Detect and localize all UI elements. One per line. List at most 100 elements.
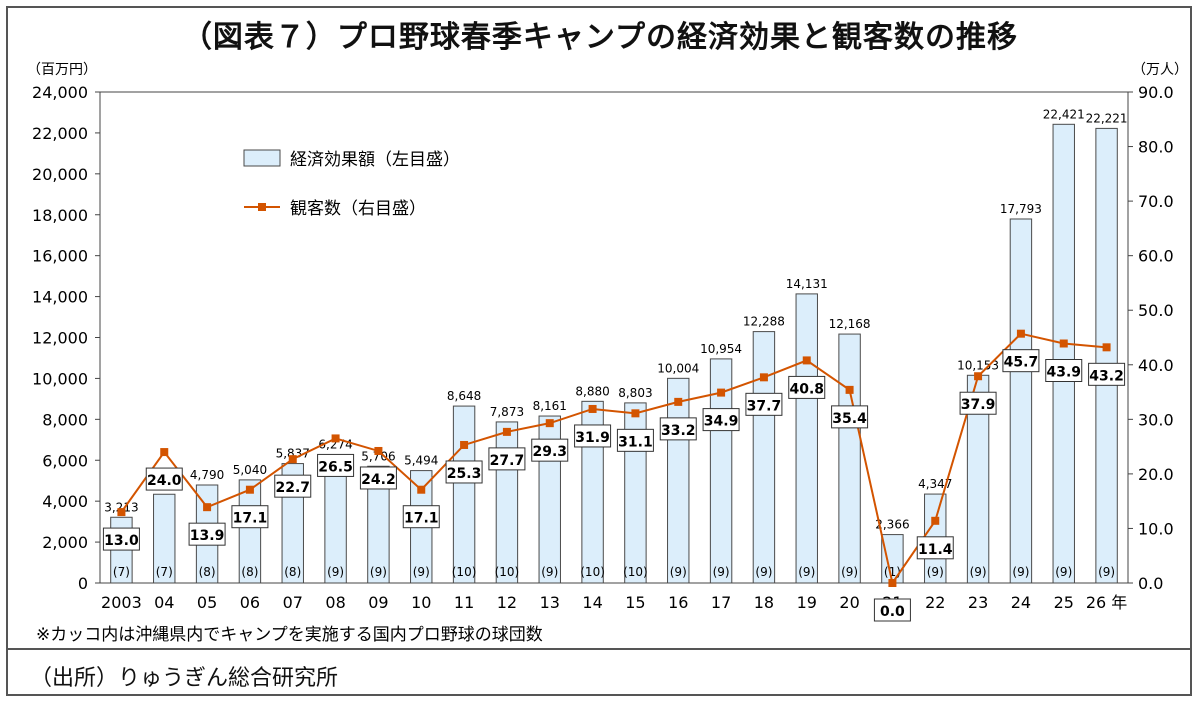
right-tick-label: 70.0 bbox=[1138, 192, 1174, 211]
attendance-label-box bbox=[745, 392, 783, 416]
team-count-label: (9) bbox=[970, 565, 987, 579]
bar-value-label: 4,347 bbox=[918, 477, 952, 491]
attendance-label-box bbox=[102, 527, 140, 551]
team-count-label: (9) bbox=[541, 565, 558, 579]
attendance-label-box bbox=[616, 428, 654, 452]
x-tick-label: 22 bbox=[925, 593, 945, 612]
attendance-marker bbox=[1016, 329, 1025, 338]
right-tick-label: 20.0 bbox=[1138, 465, 1174, 484]
attendance-marker bbox=[1102, 343, 1111, 352]
team-count-label: (9) bbox=[927, 565, 944, 579]
attendance-value-label: 35.4 bbox=[832, 411, 867, 427]
team-count-label: (9) bbox=[755, 565, 772, 579]
attendance-marker bbox=[802, 356, 811, 365]
x-tick-label: 15 bbox=[625, 593, 645, 612]
right-axis-unit: （万人） bbox=[1132, 62, 1188, 78]
attendance-label-box bbox=[873, 598, 911, 622]
legend-bar-label: 経済効果額（左目盛） bbox=[290, 150, 460, 170]
left-tick-label: 12,000 bbox=[32, 329, 88, 348]
attendance-marker bbox=[160, 448, 169, 457]
bar-value-label: 4,790 bbox=[190, 468, 224, 482]
attendance-label-box bbox=[1002, 349, 1040, 373]
bar-value-label: 3,213 bbox=[104, 500, 138, 514]
team-count-label: (8) bbox=[284, 565, 301, 579]
attendance-label-box bbox=[359, 466, 397, 490]
x-tick-label: 04 bbox=[154, 593, 174, 612]
bar-value-label: 10,954 bbox=[700, 342, 742, 356]
legend-bar-swatch bbox=[243, 149, 281, 167]
x-tick-label: 06 bbox=[240, 593, 260, 612]
attendance-label-box bbox=[188, 522, 226, 546]
x-tick-label: 24 bbox=[1011, 593, 1031, 612]
bar-19 bbox=[795, 293, 818, 584]
x-tick-label: 18 bbox=[754, 593, 774, 612]
attendance-value-label: 24.2 bbox=[361, 472, 396, 488]
attendance-label-box bbox=[317, 453, 355, 477]
attendance-marker bbox=[759, 373, 768, 382]
x-tick-label: 2003 bbox=[101, 593, 142, 612]
attendance-value-label: 29.3 bbox=[532, 444, 567, 460]
bar-value-label: 5,494 bbox=[404, 454, 438, 468]
bar-24 bbox=[1009, 218, 1033, 584]
x-tick-label: 25 bbox=[1054, 593, 1074, 612]
left-tick-label: 10,000 bbox=[32, 369, 88, 388]
attendance-label-box bbox=[445, 460, 483, 484]
team-count-label: (7) bbox=[113, 565, 130, 579]
attendance-value-label: 11.4 bbox=[918, 542, 953, 558]
attendance-value-label: 45.7 bbox=[1004, 355, 1039, 371]
bar-value-label: 10,004 bbox=[657, 361, 699, 375]
attendance-label-box bbox=[659, 417, 697, 441]
attendance-label-box bbox=[531, 438, 569, 462]
attendance-marker bbox=[545, 419, 554, 428]
team-count-label: (9) bbox=[841, 565, 858, 579]
attendance-value-label: 17.1 bbox=[404, 511, 439, 527]
attendance-value-label: 40.8 bbox=[789, 381, 824, 397]
bar-25 bbox=[1052, 123, 1075, 584]
attendance-marker bbox=[331, 434, 340, 443]
attendance-marker bbox=[374, 446, 383, 455]
figure-frame bbox=[6, 6, 1192, 696]
attendance-marker bbox=[245, 485, 254, 494]
attendance-value-label: 34.9 bbox=[704, 414, 739, 430]
attendance-marker bbox=[460, 440, 469, 449]
x-tick-label: 14 bbox=[582, 593, 602, 612]
legend-line-label: 観客数（右目盛） bbox=[290, 199, 426, 219]
attendance-value-label: 26.5 bbox=[318, 459, 353, 475]
source-note: （出所）りゅうぎん総合研究所 bbox=[30, 666, 339, 691]
x-tick-label: 17 bbox=[711, 593, 731, 612]
chart-title: （図表７）プロ野球春季キャンプの経済効果と観客数の推移 bbox=[181, 20, 1019, 55]
x-tick-label: 16 bbox=[668, 593, 688, 612]
bar-value-label: 5,837 bbox=[276, 447, 310, 461]
right-tick-label: 60.0 bbox=[1138, 247, 1174, 266]
team-count-label: (9) bbox=[413, 565, 430, 579]
attendance-marker bbox=[631, 409, 640, 418]
bar-11 bbox=[452, 405, 476, 584]
right-tick-label: 30.0 bbox=[1138, 410, 1174, 429]
left-tick-label: 22,000 bbox=[32, 124, 88, 143]
attendance-value-label: 22.7 bbox=[275, 480, 310, 496]
team-count-label: (9) bbox=[713, 565, 730, 579]
attendance-label-box bbox=[788, 375, 826, 399]
bar-18 bbox=[752, 331, 776, 584]
team-count-label: (10) bbox=[623, 565, 648, 579]
attendance-value-label: 24.0 bbox=[147, 473, 182, 489]
legend-line-marker bbox=[258, 203, 266, 211]
attendance-label-box bbox=[1088, 362, 1126, 386]
team-count-label: (10) bbox=[495, 565, 520, 579]
team-count-label: (8) bbox=[241, 565, 258, 579]
attendance-label-box bbox=[488, 447, 526, 471]
left-tick-label: 18,000 bbox=[32, 206, 88, 225]
attendance-value-label: 27.7 bbox=[490, 453, 525, 469]
attendance-label-box bbox=[1045, 359, 1083, 383]
x-tick-label: 07 bbox=[283, 593, 303, 612]
bar-26 年 bbox=[1095, 127, 1118, 584]
x-tick-label: 05 bbox=[197, 593, 217, 612]
attendance-value-label: 37.7 bbox=[747, 398, 782, 414]
x-tick-label: 20 bbox=[839, 593, 859, 612]
bar-value-label: 14,131 bbox=[786, 277, 828, 291]
attendance-value-label: 25.3 bbox=[447, 466, 482, 482]
attendance-label-box bbox=[831, 405, 869, 429]
left-tick-label: 4,000 bbox=[42, 492, 88, 511]
attendance-marker bbox=[1059, 339, 1068, 348]
